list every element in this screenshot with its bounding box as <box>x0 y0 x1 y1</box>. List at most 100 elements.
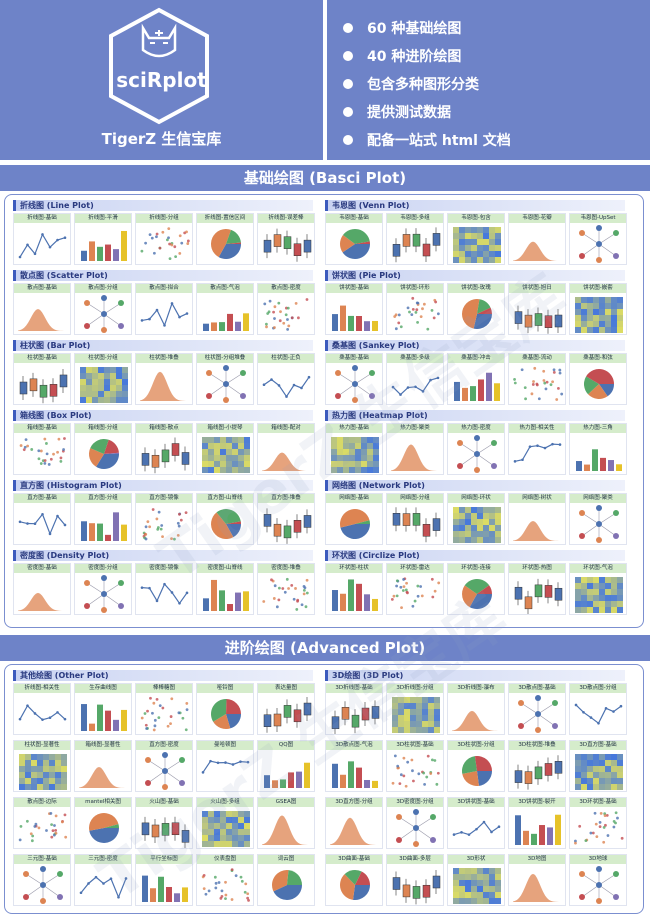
plot-thumbnail[interactable]: 3D散点图-分组 <box>569 683 627 735</box>
plot-thumbnail[interactable]: 箱线图-小提琴 <box>196 423 254 475</box>
plot-thumbnail[interactable]: 箱线图-显著性 <box>74 740 132 792</box>
plot-thumbnail[interactable]: 曼哈顿图 <box>196 740 254 792</box>
plot-thumbnail[interactable]: 环状图-气泡 <box>569 563 627 615</box>
plot-thumbnail[interactable]: 生存曲线图 <box>74 683 132 735</box>
plot-thumbnail[interactable]: 散点图-基础 <box>13 283 71 335</box>
plot-thumbnail[interactable]: 网络图-分组 <box>386 493 444 545</box>
plot-thumbnail[interactable]: 直方图-山脊线 <box>196 493 254 545</box>
plot-thumbnail[interactable]: 折线图-平滑 <box>74 213 132 265</box>
plot-thumbnail[interactable]: 直方图-基础 <box>13 493 71 545</box>
plot-thumbnail[interactable]: 折线图-相关性 <box>13 683 71 735</box>
plot-thumbnail[interactable]: 韦恩图-多组 <box>386 213 444 265</box>
plot-thumbnail[interactable]: 3D柱状图-堆叠 <box>508 740 566 792</box>
plot-thumbnail[interactable]: 3D散点图-气泡 <box>325 740 383 792</box>
plot-thumbnail[interactable]: 环状图-柱状 <box>325 563 383 615</box>
plot-thumbnail[interactable]: 桑基图-基础 <box>325 353 383 405</box>
plot-thumbnail[interactable]: 仪表盘图 <box>196 854 254 906</box>
plot-thumbnail[interactable]: GSEA图 <box>257 797 315 849</box>
plot-thumbnail[interactable]: 直方图-堆叠 <box>257 493 315 545</box>
plot-thumbnail[interactable]: 散点图-气泡 <box>196 283 254 335</box>
plot-thumbnail[interactable]: 柱状图-分组堆叠 <box>196 353 254 405</box>
plot-thumbnail[interactable]: 三元图-基础 <box>13 854 71 906</box>
plot-thumbnail[interactable]: 桑基图-流动 <box>508 353 566 405</box>
plot-thumbnail[interactable]: 密度图-镜像 <box>135 563 193 615</box>
plot-thumbnail[interactable]: 哑铃图 <box>196 683 254 735</box>
plot-thumbnail[interactable]: 3D直方图-分组 <box>325 797 383 849</box>
plot-thumbnail[interactable]: 饼状图-旭日 <box>508 283 566 335</box>
plot-thumbnail[interactable]: 3D形状 <box>447 854 505 906</box>
plot-thumbnail[interactable]: 密度图-堆叠 <box>257 563 315 615</box>
plot-thumbnail[interactable]: 热力图-三角 <box>569 423 627 475</box>
plot-thumbnail[interactable]: 散点图-密度 <box>257 283 315 335</box>
plot-thumbnail[interactable]: 箱线图-基础 <box>13 423 71 475</box>
plot-thumbnail[interactable]: 网络图-聚类 <box>569 493 627 545</box>
plot-thumbnail[interactable]: 棒棒糖图 <box>135 683 193 735</box>
plot-thumbnail[interactable]: 折线图-置信区间 <box>196 213 254 265</box>
plot-thumbnail[interactable]: 韦恩图-基础 <box>325 213 383 265</box>
plot-thumbnail[interactable]: 密度图-基础 <box>13 563 71 615</box>
plot-thumbnail[interactable]: 网络图-基础 <box>325 493 383 545</box>
plot-thumbnail[interactable]: 密度图-分组 <box>74 563 132 615</box>
plot-thumbnail[interactable]: 3D折线图-基础 <box>325 683 383 735</box>
plot-thumbnail[interactable]: 散点图-分组 <box>74 283 132 335</box>
plot-thumbnail[interactable]: 饼状图-环形 <box>386 283 444 335</box>
plot-thumbnail[interactable]: 3D柱状图-基础 <box>386 740 444 792</box>
plot-thumbnail[interactable]: 环状图-雷达 <box>386 563 444 615</box>
plot-thumbnail[interactable]: 桑基图-冲击 <box>447 353 505 405</box>
plot-thumbnail[interactable]: 3D直方图-基础 <box>569 740 627 792</box>
plot-thumbnail[interactable]: 词云图 <box>257 854 315 906</box>
plot-thumbnail[interactable]: 直方图-密度 <box>135 740 193 792</box>
plot-thumbnail[interactable]: 柱状图-基础 <box>13 353 71 405</box>
plot-thumbnail[interactable]: 柱状图-正负 <box>257 353 315 405</box>
plot-thumbnail[interactable]: 柱状图-堆叠 <box>135 353 193 405</box>
plot-thumbnail[interactable]: 热力图-相关性 <box>508 423 566 475</box>
plot-thumbnail[interactable]: 环状图-连接 <box>447 563 505 615</box>
plot-thumbnail[interactable]: 3D柱状图-分组 <box>447 740 505 792</box>
plot-thumbnail[interactable]: 箱线图-配对 <box>257 423 315 475</box>
plot-thumbnail[interactable]: 平行坐标图 <box>135 854 193 906</box>
plot-thumbnail[interactable]: 3D曲面-基础 <box>325 854 383 906</box>
plot-thumbnail[interactable]: 3D环状图-基础 <box>569 797 627 849</box>
plot-thumbnail[interactable]: 柱状图-分组 <box>74 353 132 405</box>
plot-thumbnail[interactable]: 3D饼状图-基础 <box>447 797 505 849</box>
plot-thumbnail[interactable]: 热力图-基础 <box>325 423 383 475</box>
plot-thumbnail[interactable]: 3D地图 <box>508 854 566 906</box>
plot-thumbnail[interactable]: 韦恩图-花瓣 <box>508 213 566 265</box>
plot-thumbnail[interactable]: 折线图-基础 <box>13 213 71 265</box>
plot-thumbnail[interactable]: 网络图-树状 <box>508 493 566 545</box>
plot-thumbnail[interactable]: 散点图-拟合 <box>135 283 193 335</box>
plot-thumbnail[interactable]: 环状图-热图 <box>508 563 566 615</box>
plot-thumbnail[interactable]: 饼状图-玫瑰 <box>447 283 505 335</box>
plot-thumbnail[interactable]: 网络图-环状 <box>447 493 505 545</box>
plot-thumbnail[interactable]: 3D饼状图-裂开 <box>508 797 566 849</box>
plot-thumbnail[interactable]: 密度图-山脊线 <box>196 563 254 615</box>
plot-thumbnail[interactable]: 桑基图-和弦 <box>569 353 627 405</box>
plot-thumbnail[interactable]: 直方图-分组 <box>74 493 132 545</box>
plot-thumbnail[interactable]: 直方图-镜像 <box>135 493 193 545</box>
plot-thumbnail[interactable]: 三元图-密度 <box>74 854 132 906</box>
plot-thumbnail[interactable]: 韦恩图-包含 <box>447 213 505 265</box>
plot-thumbnail[interactable]: 折线图-分组 <box>135 213 193 265</box>
plot-thumbnail[interactable]: 热力图-聚类 <box>386 423 444 475</box>
plot-thumbnail[interactable]: 3D地球 <box>569 854 627 906</box>
plot-thumbnail[interactable]: 表达量图 <box>257 683 315 735</box>
plot-thumbnail[interactable]: 饼状图-嵌套 <box>569 283 627 335</box>
plot-thumbnail[interactable]: 3D折线图-瀑布 <box>447 683 505 735</box>
plot-thumbnail[interactable]: 火山图-多组 <box>196 797 254 849</box>
plot-thumbnail[interactable]: 3D散点图-基础 <box>508 683 566 735</box>
plot-thumbnail[interactable]: 韦恩图-UpSet <box>569 213 627 265</box>
plot-thumbnail[interactable]: 箱线图-分组 <box>74 423 132 475</box>
plot-thumbnail[interactable]: 3D折线图-分组 <box>386 683 444 735</box>
plot-thumbnail[interactable]: 火山图-基础 <box>135 797 193 849</box>
plot-thumbnail[interactable]: 桑基图-多级 <box>386 353 444 405</box>
plot-thumbnail[interactable]: 散点图-边际 <box>13 797 71 849</box>
plot-thumbnail[interactable]: 3D曲面-多层 <box>386 854 444 906</box>
plot-thumbnail[interactable]: 柱状图-显著性 <box>13 740 71 792</box>
plot-thumbnail[interactable]: 热力图-密度 <box>447 423 505 475</box>
plot-thumbnail[interactable]: 折线图-误差棒 <box>257 213 315 265</box>
plot-thumbnail[interactable]: mantel相关图 <box>74 797 132 849</box>
plot-thumbnail[interactable]: 饼状图-基础 <box>325 283 383 335</box>
plot-thumbnail[interactable]: QQ图 <box>257 740 315 792</box>
plot-thumbnail[interactable]: 箱线图-散点 <box>135 423 193 475</box>
plot-thumbnail[interactable]: 3D密度图-分组 <box>386 797 444 849</box>
